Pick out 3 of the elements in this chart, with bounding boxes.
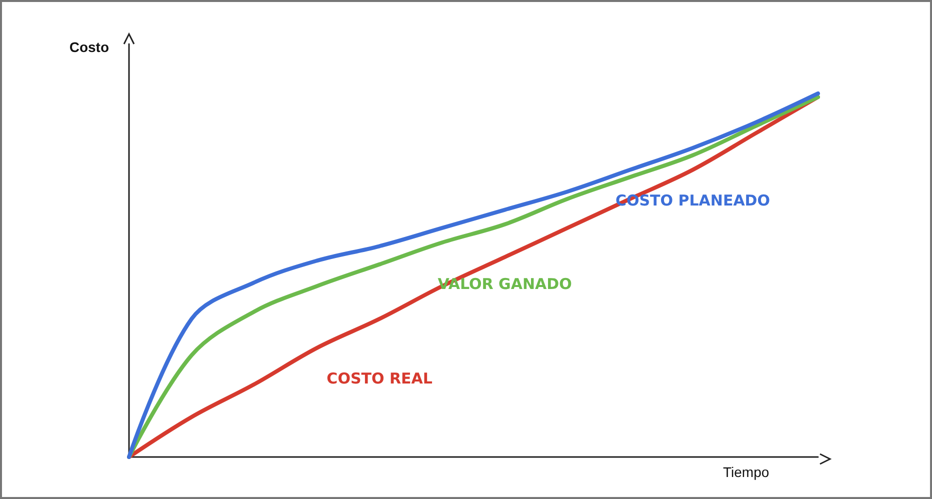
x-axis-title: Tiempo xyxy=(723,464,770,480)
y-axis-title: Costo xyxy=(69,39,109,55)
series-label: COSTO REAL xyxy=(326,369,433,388)
